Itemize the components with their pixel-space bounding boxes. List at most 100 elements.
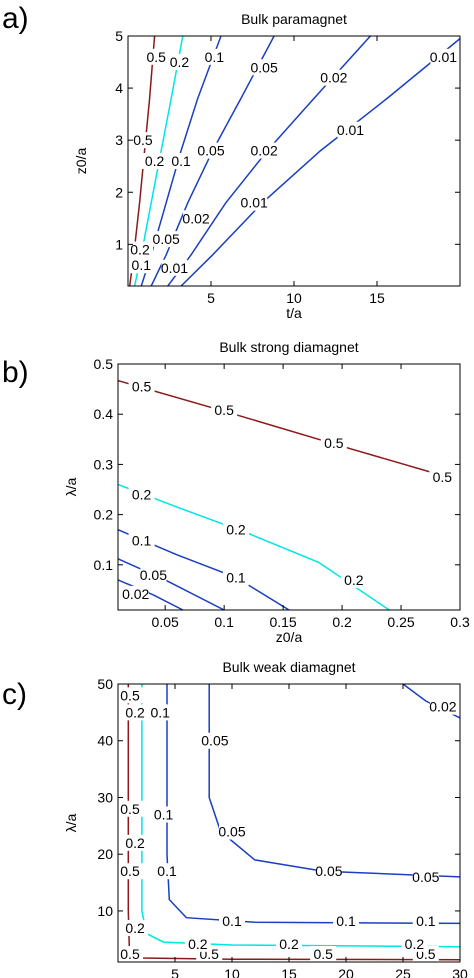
x-tick-label: 15 [281,966,297,978]
contour-label-bg [122,704,149,721]
contour-label-bg [412,913,439,930]
contour-label-0.5: 0.5 [120,801,140,817]
contour-label-0.1: 0.1 [222,913,242,929]
x-tick-label: 0.3 [450,614,470,630]
contour-label-0.2: 0.2 [145,153,165,169]
contour-label-bg [320,69,347,86]
contour-label-bg [219,823,245,840]
contour-label-bg [219,913,245,930]
contour-label-bg [315,863,342,880]
y-tick-label: 4 [115,80,123,96]
contour-label-0.5: 0.5 [433,469,453,485]
y-tick-label: 50 [97,676,113,692]
contour-label-0.02: 0.02 [182,210,209,226]
contour-label-bg [143,48,170,65]
contour-label-bg [161,259,188,276]
contour-label-bg [183,210,210,227]
contour-label-0.2: 0.2 [226,522,246,538]
contour-label-bg [141,153,168,169]
contour-label-bg [337,121,364,138]
x-tick-label: 0.2 [332,614,352,630]
contour-label-bg [128,257,155,274]
x-tick-label: 30 [452,966,468,978]
x-tick-label: 10 [224,966,240,978]
contour-label-0.05: 0.05 [315,863,342,879]
contour-label-0.1: 0.1 [157,863,177,879]
contour-label-0.5: 0.5 [120,687,140,703]
contour-label-0.05: 0.05 [201,733,228,749]
contour-label-0.5: 0.5 [324,435,344,451]
contour-label-0.05: 0.05 [250,59,277,75]
contour-label-0.1: 0.1 [132,533,152,549]
contour-label-bg [140,566,167,583]
contour-label-0.1: 0.1 [226,569,246,585]
contour-label-bg [117,946,143,962]
contour-label-0.2: 0.2 [125,835,145,851]
y-tick-label: 0.3 [94,456,114,472]
contour-label-bg [127,241,153,258]
contour-label-0.1: 0.1 [154,806,174,822]
plot-frame [117,363,461,611]
contour-label-bg [122,585,149,602]
contour-label-bg [310,946,337,962]
contour-label-0.1: 0.1 [205,49,225,65]
contour-label-bg [128,486,155,503]
contour-label-0.2: 0.2 [132,487,152,503]
x-tick-label: 0.1 [214,614,234,630]
contour-label-0.01: 0.01 [337,122,364,138]
contour-label-bg [241,194,268,211]
contour-label-0.05: 0.05 [153,231,180,247]
y-tick-label: 40 [97,733,113,749]
contour-label-0.5: 0.5 [120,863,140,879]
y-tick-label: 30 [97,789,113,805]
x-tick-label: 20 [338,966,354,978]
contour-label-bg [429,698,456,715]
contour-label-0.1: 0.1 [416,913,436,929]
contour-label-0.02: 0.02 [250,143,277,159]
contour-label-bg [276,935,302,952]
contour-label-bg [430,48,457,65]
contour-line-0.02 [118,579,184,610]
y-tick-label: 20 [97,846,113,862]
contour-label-0.01: 0.01 [430,49,457,65]
chart-title: Bulk strong diamagnet [219,339,358,355]
y-tick-label: 10 [97,903,113,919]
contour-label-bg [222,521,249,538]
contour-label-0.2: 0.2 [125,920,145,936]
contour-label-bg [117,863,143,880]
panel-label: c) [2,678,27,711]
contour-line-0.05 [208,684,460,878]
contour-label-0.5: 0.5 [146,49,166,65]
y-axis-label: λ/a [63,477,79,496]
y-tick-label: 0.4 [94,406,114,422]
contour-label-0.2: 0.2 [279,936,299,952]
contour-label-bg [222,569,249,586]
contour-label-bg [150,806,177,823]
contour-label-0.2: 0.2 [344,572,364,588]
contour-label-bg [251,142,278,159]
x-tick-label: 0.25 [387,614,414,630]
contour-label-0.1: 0.1 [171,153,191,169]
contour-line-0.01 [180,38,460,286]
y-tick-label: 3 [115,132,123,148]
contour-line-0.1 [166,684,460,925]
contour-label-0.1: 0.1 [336,913,356,929]
contour-label-bg [320,434,347,451]
contour-label-0.02: 0.02 [320,70,347,86]
contour-label-bg [147,704,174,721]
contour-label-0.5: 0.5 [120,946,140,962]
y-axis-label: λ/a [63,813,79,832]
x-tick-label: 5 [171,966,179,978]
contour-label-bg [168,153,195,169]
contour-label-bg [122,834,149,851]
contour-label-0.5: 0.5 [133,132,153,148]
x-tick-label: 25 [395,966,411,978]
contour-label-bg [128,378,155,395]
contour-label-0.2: 0.2 [188,936,208,952]
panel-label: b) [2,356,29,389]
contour-label-0.2: 0.2 [125,704,145,720]
contour-label-0.01: 0.01 [241,195,268,211]
contour-label-0.05: 0.05 [218,824,245,840]
contour-label-0.05: 0.05 [412,869,439,885]
contour-label-0.1: 0.1 [150,704,170,720]
